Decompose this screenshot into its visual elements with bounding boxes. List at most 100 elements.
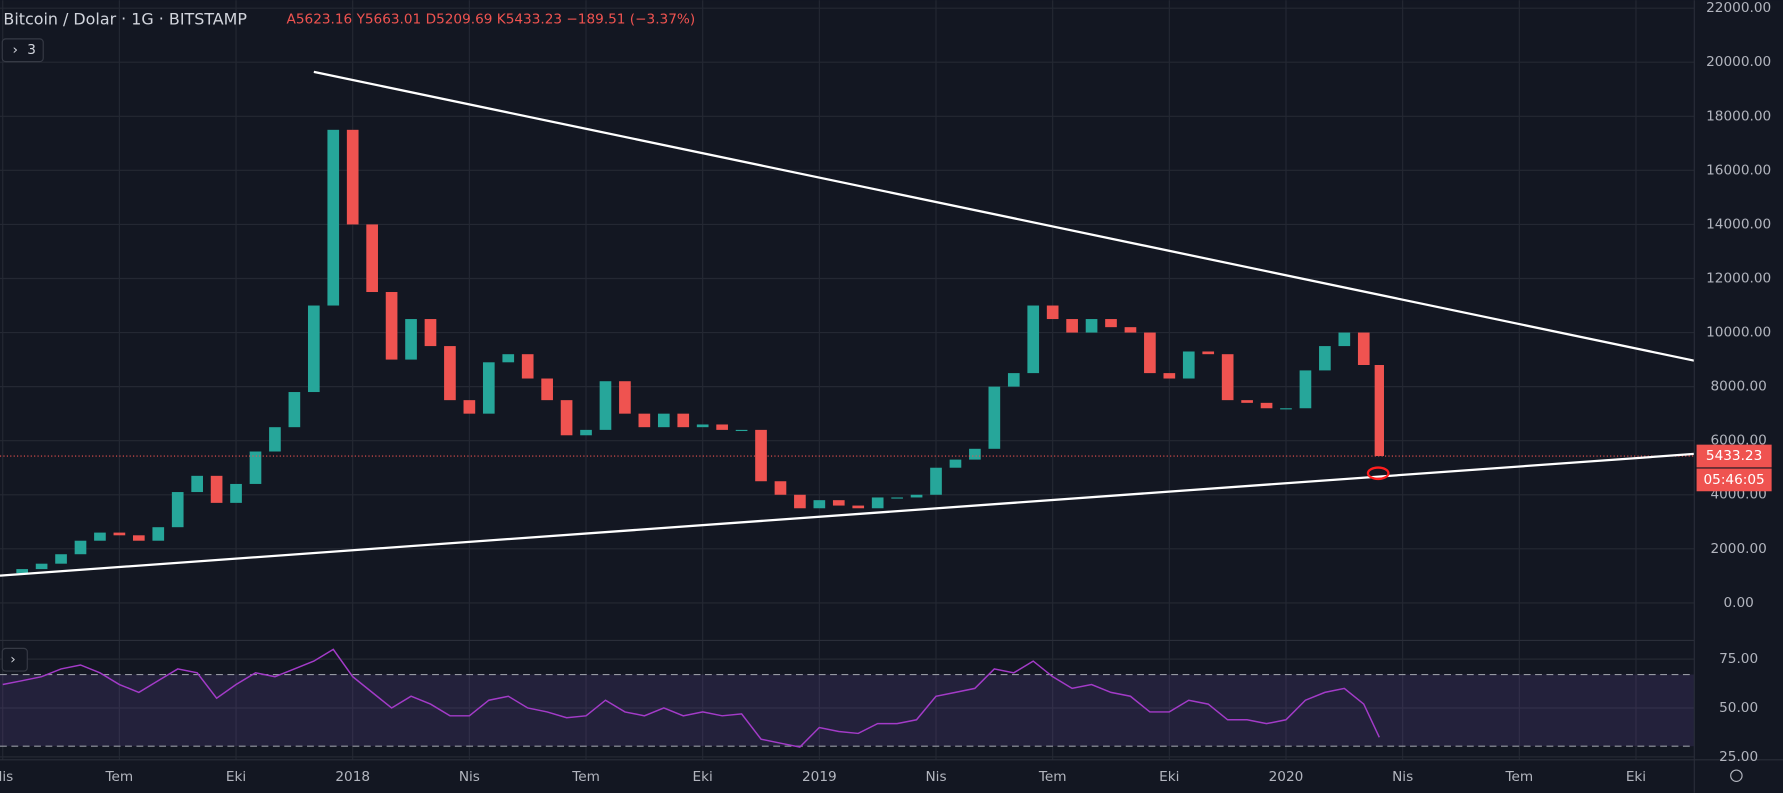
indicator-toggle[interactable]: › 3 (1, 38, 44, 63)
candle (794, 494, 806, 509)
candle (930, 467, 942, 495)
symbol: Bitcoin / Dolar (3, 9, 116, 28)
x-tick-label: Tem (571, 769, 600, 785)
x-tick-label: Tem (105, 769, 134, 785)
high: Y5663.01 (356, 12, 422, 28)
candle (405, 319, 417, 360)
svg-text:›: › (10, 652, 15, 668)
countdown-box (1696, 468, 1772, 492)
rsi-tick-label: 25.00 (1719, 749, 1758, 765)
header-symbol: Bitcoin / Dolar · 1G · BITSTAMP (3, 9, 247, 28)
candle (171, 492, 184, 528)
candle (677, 413, 690, 428)
candle (1374, 365, 1384, 457)
candle (580, 429, 592, 436)
marks (0, 129, 1695, 748)
x-tick-label: Tem (1038, 769, 1067, 785)
candle (1066, 319, 1078, 333)
candle (444, 346, 456, 401)
trend-line-lower (0, 452, 1695, 577)
y-tick-label: 0.00 (1723, 595, 1753, 611)
candle (210, 475, 223, 503)
candle (1105, 319, 1117, 328)
x-tick-label: Nis (1392, 769, 1413, 785)
rsi-toggle[interactable]: › (1, 647, 28, 672)
y-tick-label: 12000.00 (1706, 270, 1771, 286)
exchange: BITSTAMP (169, 9, 248, 28)
y-tick-label: 20000.00 (1706, 54, 1771, 70)
candle (910, 494, 923, 498)
candle (269, 427, 281, 452)
candle (1357, 332, 1370, 366)
indicator-count: 3 (27, 42, 36, 58)
y-tick-label: 18000.00 (1706, 108, 1771, 124)
candle (152, 527, 165, 541)
candle (1027, 305, 1040, 374)
candle (949, 459, 962, 468)
x-tick-label: Tem (1504, 769, 1533, 785)
x-tick-label: Nis (0, 769, 13, 785)
candle (852, 505, 865, 509)
open: A5623.16 (287, 12, 353, 28)
x-tick-label: Eki (1626, 769, 1646, 785)
low: D5209.69 (426, 12, 493, 28)
candle (1163, 373, 1176, 379)
candle (969, 448, 981, 460)
trend-line-upper (313, 70, 1695, 362)
x-tick-label: 2018 (335, 769, 370, 785)
last-price-label: 5433.23 (1706, 448, 1762, 464)
candle (288, 392, 301, 428)
candle (1221, 354, 1234, 401)
candle (638, 413, 651, 428)
rsi-line (2, 648, 1380, 748)
candle (16, 569, 28, 574)
candle (346, 129, 359, 225)
candle (113, 532, 126, 536)
x-tick-label: Eki (226, 769, 246, 785)
x-tick-label: 2020 (1269, 769, 1304, 785)
y-tick-label: 16000.00 (1706, 162, 1771, 178)
candle (191, 475, 203, 493)
candle (366, 224, 378, 293)
candle (132, 535, 145, 541)
candle (657, 413, 670, 428)
candle (1260, 402, 1273, 409)
x-tick-label: 2019 (802, 769, 837, 785)
candle (424, 319, 437, 347)
candle (560, 400, 573, 436)
last-price-box (1696, 444, 1772, 468)
y-tick-label: 8000.00 (1710, 379, 1766, 395)
candle (35, 563, 48, 570)
candle (482, 362, 495, 414)
rsi-band (0, 674, 1695, 747)
candle (1319, 346, 1331, 371)
x-tick-label: Eki (1159, 769, 1179, 785)
candle (988, 386, 1001, 449)
candle (541, 378, 553, 401)
settings-icon[interactable] (1730, 769, 1743, 782)
candle (1202, 351, 1215, 355)
candle (1280, 408, 1292, 410)
candle (502, 354, 515, 363)
candle (55, 554, 67, 564)
change: −189.51 (−3.37%) (566, 12, 695, 28)
highlight-circle (1366, 466, 1390, 481)
candle (1085, 319, 1098, 333)
candle (249, 451, 262, 484)
candle (832, 500, 845, 506)
x-tick-label: Nis (925, 769, 946, 785)
candle (696, 424, 709, 428)
countdown-label: 05:46:05 (1704, 472, 1765, 488)
candle (871, 497, 884, 509)
y-tick-label: 2000.00 (1710, 541, 1766, 557)
candle (735, 429, 748, 432)
candle (813, 500, 826, 509)
candle (1338, 332, 1351, 347)
candle (463, 400, 476, 414)
x-tick-label: Eki (693, 769, 713, 785)
candle (1007, 373, 1020, 387)
candle (1124, 327, 1137, 333)
rsi-tick-label: 75.00 (1719, 651, 1758, 667)
